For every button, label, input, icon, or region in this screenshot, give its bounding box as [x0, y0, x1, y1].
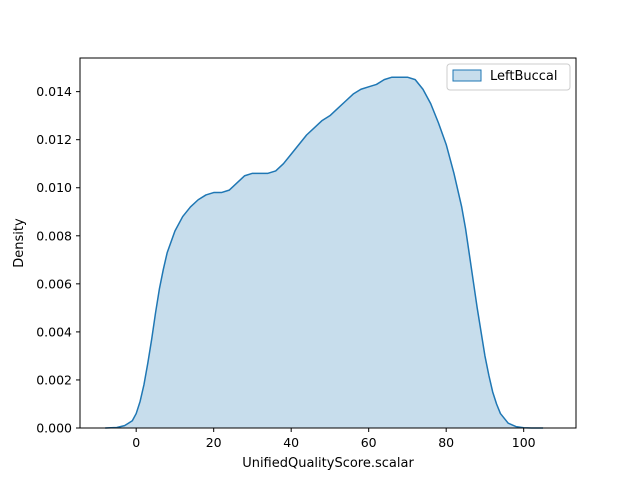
axis-ticks: 0 20 40 60 80 100 0.000 0.002 0.004 0.006 0.008 0.0…	[36, 84, 535, 450]
density-line-leftbuccal	[105, 76, 544, 429]
y-tick-label: 0.002	[36, 372, 72, 387]
legend: LeftBuccal	[446, 63, 571, 91]
x-tick-label: 80	[438, 435, 454, 450]
y-axis-label: Density	[12, 218, 27, 268]
density-area-leftbuccal	[105, 77, 544, 428]
x-tick-label: 40	[283, 435, 299, 450]
y-tick-label: 0.004	[36, 324, 72, 339]
legend-swatch-leftbuccal	[452, 69, 482, 82]
legend-label-leftbuccal: LeftBuccal	[490, 69, 558, 84]
plot-area	[105, 76, 544, 429]
y-tick-label: 0.014	[36, 84, 72, 99]
y-tick-label: 0.000	[36, 421, 72, 436]
y-tick-label: 0.006	[36, 276, 72, 291]
y-tick-label: 0.008	[36, 228, 72, 243]
x-tick-label: 60	[361, 435, 377, 450]
x-tick-label: 20	[206, 435, 222, 450]
x-axis-label: UnifiedQualityScore.scalar	[242, 456, 414, 471]
y-tick-label: 0.010	[36, 180, 72, 195]
x-tick-label: 100	[512, 435, 536, 450]
plot-frame	[79, 57, 577, 429]
y-tick-label: 0.012	[36, 132, 72, 147]
x-tick-label: 0	[132, 435, 140, 450]
